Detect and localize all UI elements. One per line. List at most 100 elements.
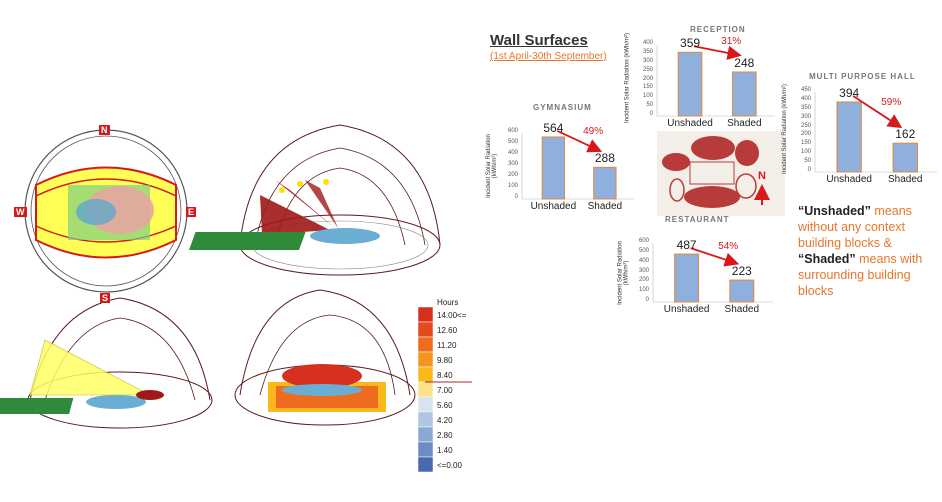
y-tick-label: 200 <box>800 131 811 138</box>
x-tick-label: Unshaded <box>663 304 710 315</box>
legend-label: 7.00 <box>437 386 453 395</box>
y-tick-label: 200 <box>507 172 518 178</box>
y-tick-label: 0 <box>514 194 518 200</box>
compass-south-label: S <box>100 293 111 303</box>
bar-chart-gymnasium <box>521 130 634 200</box>
bar-value-label: 288 <box>594 151 615 166</box>
bar-value-label: 564 <box>543 120 564 135</box>
bar-chart-reception <box>656 45 775 117</box>
legend-label: 8.40 <box>437 371 453 380</box>
y-tick-label: 0 <box>649 111 653 117</box>
bar-value-label: 162 <box>895 127 916 142</box>
compass-west-label: W <box>14 207 27 217</box>
reduction-percent: 31% <box>721 36 742 48</box>
legend-label: 11.20 <box>437 341 457 350</box>
y-tick-label: 200 <box>642 75 653 82</box>
y-axis-label: Incident Solar Radiation (kWh/m²) <box>617 240 629 305</box>
reduction-arrow <box>690 247 740 267</box>
y-tick-label: 0 <box>645 297 649 303</box>
sun-path-dome-perspective-1 <box>189 124 441 276</box>
compass-north-label: N <box>99 125 110 135</box>
chart-title: RECEPTION <box>690 25 746 34</box>
legend-label: 2.80 <box>437 431 453 440</box>
bar-value-label: 223 <box>731 264 752 279</box>
page-subtitle: (1st April-30th September) <box>490 51 607 62</box>
bar-value-label: 394 <box>839 85 860 100</box>
y-tick-label: 400 <box>638 257 649 264</box>
bar <box>674 253 700 303</box>
y-tick-label: 100 <box>638 287 649 294</box>
legend-swatch <box>417 411 434 428</box>
reduction-percent: 49% <box>583 126 604 138</box>
y-axis-label: Incident Solar Radiation (kWh/m²) <box>486 134 498 198</box>
legend-title: Hours <box>437 298 459 307</box>
y-tick-label: 300 <box>638 267 649 274</box>
legend-swatch <box>417 306 434 323</box>
reduction-arrow <box>556 130 603 153</box>
legend-scale <box>417 306 472 473</box>
bar <box>732 71 757 117</box>
sun-path-plan-diagram <box>24 129 188 293</box>
x-tick-label: Shaded <box>727 118 762 129</box>
shaded-term: “Shaded” <box>798 252 856 266</box>
y-tick-label: 300 <box>800 113 811 120</box>
legend-swatch <box>417 336 434 353</box>
y-tick-label: 50 <box>804 158 811 165</box>
north-label: N <box>758 170 766 182</box>
sun-path-dome-perspective-2 <box>0 297 213 429</box>
reduction-arrow <box>693 45 742 60</box>
legend-swatch <box>417 321 434 338</box>
chart-title: GYMNASIUM <box>533 103 592 112</box>
legend-labels: 14.00<= 12.60 11.20 9.80 8.40 7.00 5.60 4.20 2.8… <box>437 308 477 473</box>
legend-swatch <box>417 396 434 413</box>
bar <box>892 142 918 173</box>
bar-value-label: 487 <box>676 238 697 253</box>
y-tick-label: 400 <box>507 150 518 156</box>
unshaded-explanation: means without any context building block… <box>798 204 912 250</box>
x-tick-label: Unshaded <box>530 201 577 212</box>
legend-label: 9.80 <box>437 356 453 365</box>
legend-label: <=0.00 <box>437 461 462 470</box>
page-title: Wall Surfaces <box>490 32 588 49</box>
y-tick-label: 500 <box>507 139 518 145</box>
chart-title: RESTAURANT <box>665 215 730 224</box>
x-tick-label: Unshaded <box>667 118 713 129</box>
legend-label: 12.60 <box>437 326 458 335</box>
unshaded-term: “Unshaded” <box>798 204 871 218</box>
legend-swatch <box>417 351 434 368</box>
x-tick-label: Unshaded <box>826 174 872 185</box>
legend-swatch <box>417 381 434 398</box>
legend-label: 14.00<= <box>437 311 467 320</box>
y-tick-label: 250 <box>642 66 653 73</box>
y-tick-label: 600 <box>638 238 649 244</box>
y-tick-label: 50 <box>646 102 653 109</box>
x-tick-label: Shaded <box>587 201 623 212</box>
compass-east-label: E <box>186 207 197 217</box>
y-tick-label: 0 <box>807 167 811 173</box>
bar-chart-multi-purpose-hall <box>814 92 937 173</box>
y-tick-label: 500 <box>638 247 649 254</box>
site-plan-thumbnail <box>657 131 785 216</box>
y-tick-label: 350 <box>800 104 811 111</box>
y-tick-label: 350 <box>642 48 653 55</box>
legend-label: 1.40 <box>437 446 453 455</box>
bar <box>541 136 566 200</box>
y-tick-label: 300 <box>642 57 653 64</box>
legend-swatch <box>417 426 434 443</box>
y-tick-label: 450 <box>800 87 811 93</box>
y-tick-label: 150 <box>800 140 811 147</box>
explanatory-note: “Unshaded” means without any context bui… <box>798 203 932 299</box>
legend-swatch <box>417 441 434 458</box>
sun-hours-dome-heatmap <box>234 289 416 426</box>
y-tick-label: 100 <box>642 93 653 100</box>
y-tick-label: 400 <box>800 95 811 102</box>
reduction-percent: 59% <box>881 96 902 108</box>
y-axis-label: Incident Solar Radiation (kWh/m²) <box>624 32 630 123</box>
y-tick-label: 600 <box>507 128 518 134</box>
legend-swatch <box>417 366 434 383</box>
chart-title: MULTI PURPOSE HALL <box>809 72 916 81</box>
bar-chart-restaurant <box>652 243 773 303</box>
bar-value-label: 359 <box>680 36 701 51</box>
reduction-arrow <box>852 95 903 129</box>
y-tick-label: 200 <box>638 277 649 284</box>
